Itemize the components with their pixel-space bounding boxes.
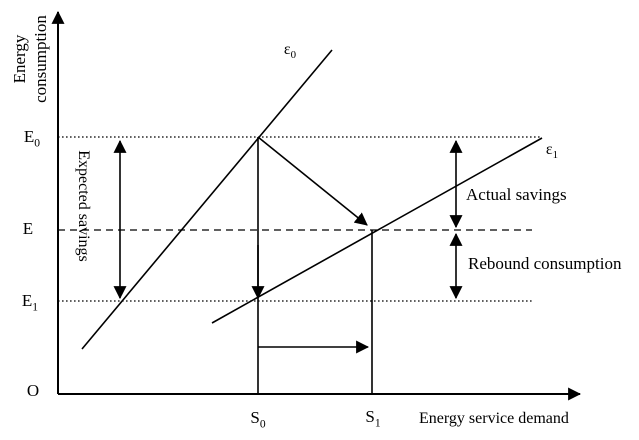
s1-base: S [365, 407, 375, 426]
e1-sub: 1 [32, 300, 39, 314]
epsilon1-base: ε [545, 141, 553, 158]
e-base: E [22, 219, 34, 238]
rebound-consumption-label: Rebound consumption [468, 254, 622, 273]
e0-base: E [23, 127, 35, 146]
x-tick-s0: S0 [242, 408, 274, 431]
epsilon1-sub: 1 [552, 149, 559, 162]
expected-savings-label: Expected savings [75, 150, 92, 262]
e1-base: E [21, 291, 33, 310]
y-axis-title-line2: consumption [31, 15, 50, 103]
y-tick-e: E [14, 219, 42, 239]
epsilon0-line [81, 49, 333, 350]
epsilon0-label: ε0 [274, 41, 306, 62]
s0-base: S [250, 408, 260, 427]
origin-label: O [26, 381, 40, 400]
epsilon1-line [211, 137, 543, 324]
y-axis-title-line1: Energy [10, 34, 29, 84]
epsilon0-base: ε [283, 41, 291, 58]
epsilon1-label: ε1 [536, 141, 568, 162]
y-axis-title: Energy consumption [9, 0, 51, 134]
s1-sub: 1 [374, 416, 381, 430]
e0-to-e-diagonal-arrow [257, 136, 368, 226]
x-tick-s1: S1 [357, 407, 389, 430]
epsilon0-sub: 0 [290, 49, 297, 62]
actual-savings-label: Actual savings [466, 185, 567, 204]
y-tick-e1: E1 [14, 291, 46, 314]
e0-sub: 0 [34, 136, 41, 150]
x-axis-title: Energy service demand [419, 410, 569, 427]
y-tick-e0: E0 [16, 127, 48, 150]
s0-sub: 0 [259, 417, 266, 431]
